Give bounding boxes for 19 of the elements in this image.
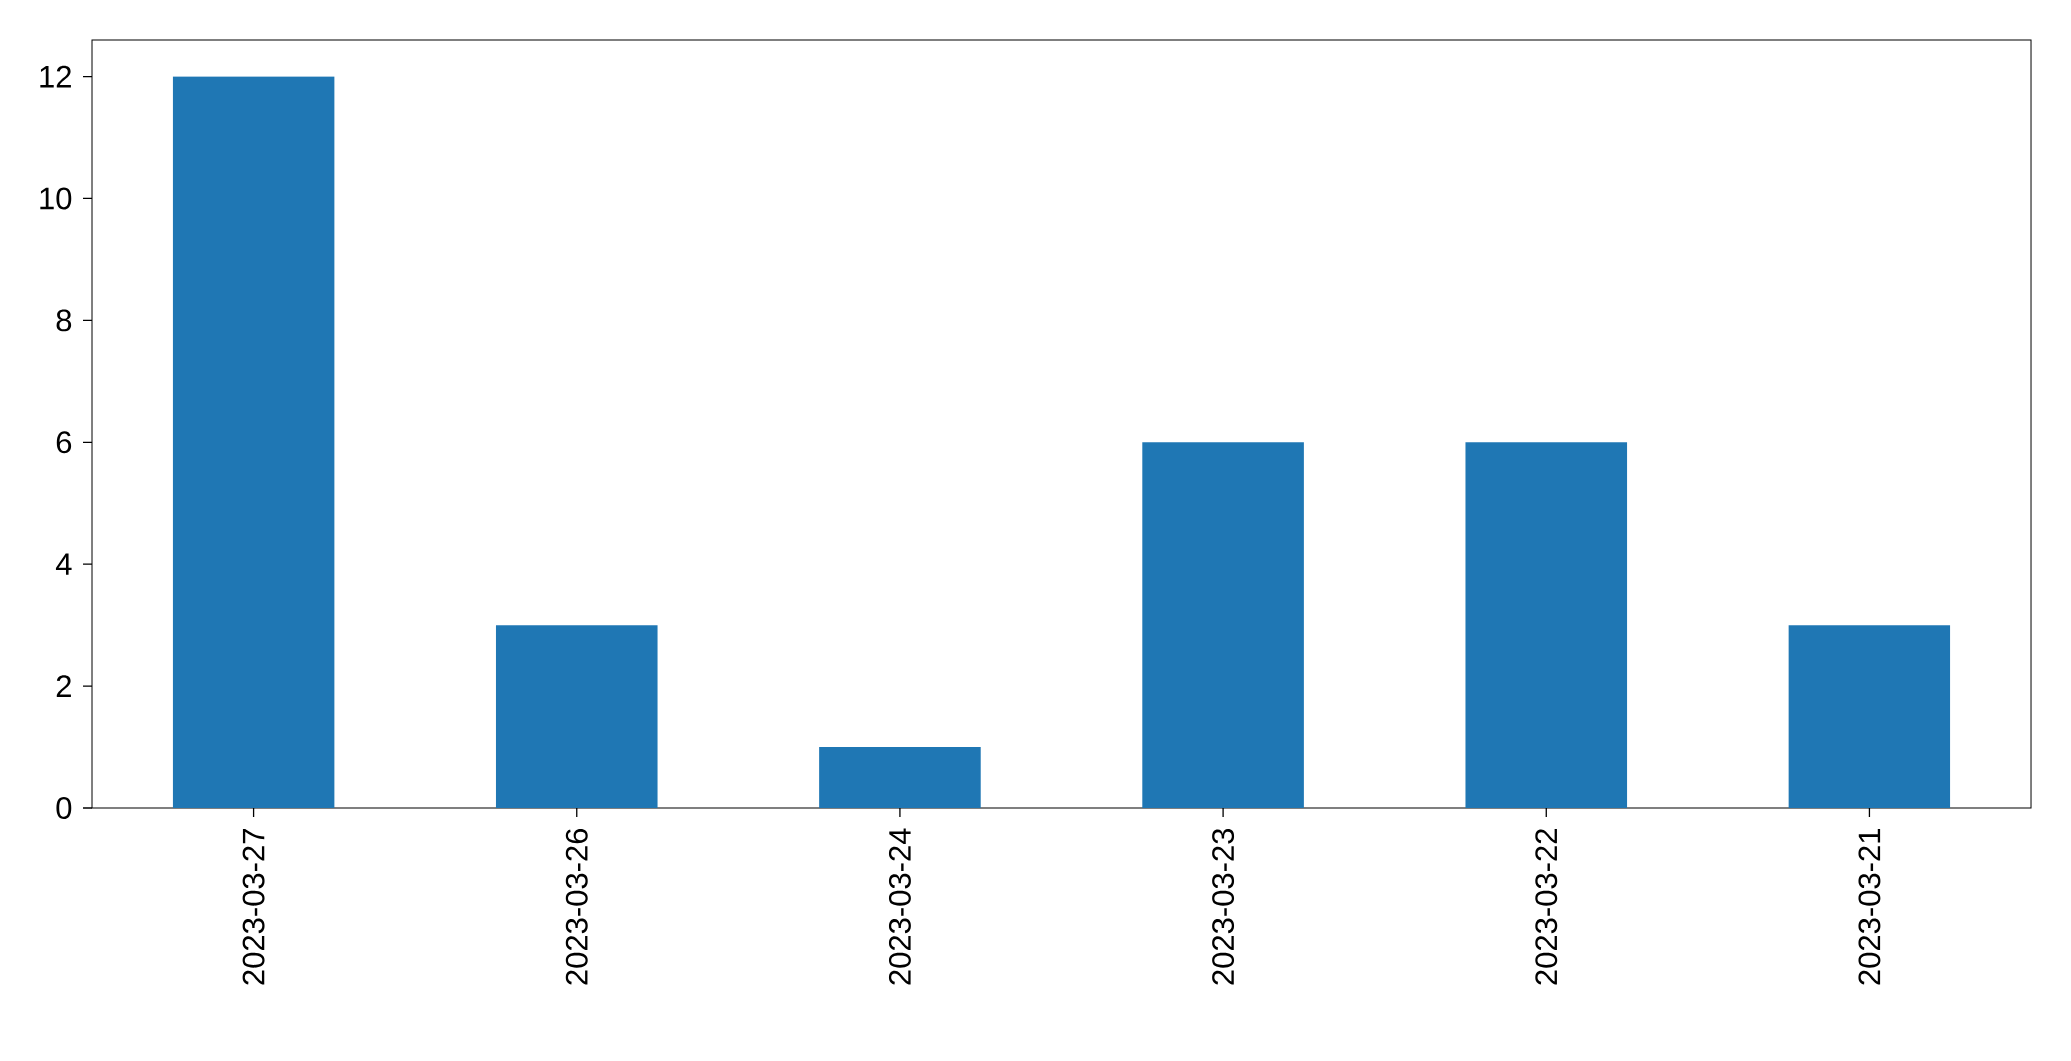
x-tick-label: 2023-03-24 (888, 828, 911, 985)
x-tick-label: 2023-03-21 (1858, 829, 1881, 985)
bar (172, 76, 335, 808)
bar (495, 625, 658, 808)
bar (1788, 625, 1951, 808)
y-tick-label: 6 (56, 431, 72, 454)
y-tick-label: 10 (40, 187, 72, 210)
y-tick-label: 0 (56, 797, 72, 819)
bar (819, 747, 981, 808)
x-tick-label: 2023-03-27 (242, 829, 265, 985)
x-tick-label: 2023-03-23 (1212, 828, 1235, 985)
y-tick-label: 4 (55, 553, 72, 575)
x-tick-label: 2023-03-26 (565, 828, 588, 985)
y-tick-label: 2 (56, 675, 71, 697)
bar (1142, 442, 1304, 808)
y-tick-label: 8 (56, 309, 72, 332)
bar (1465, 442, 1628, 808)
x-tick-label: 2023-03-22 (1535, 829, 1558, 985)
y-tick-label: 12 (40, 65, 71, 88)
